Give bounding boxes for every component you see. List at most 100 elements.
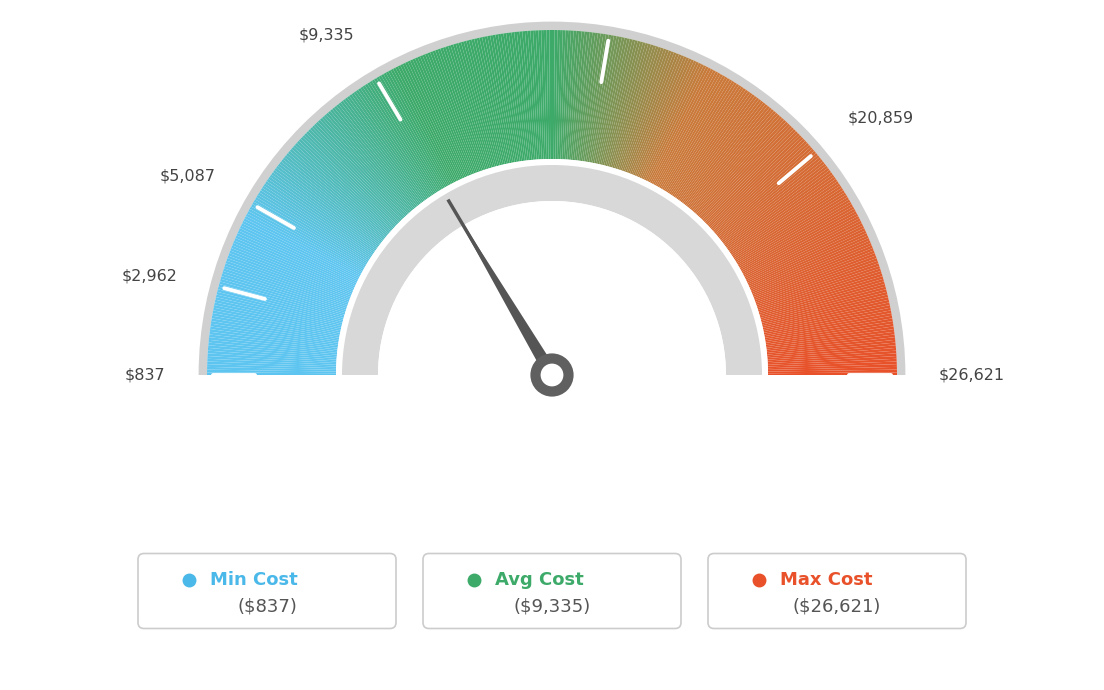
Wedge shape xyxy=(342,165,762,375)
Text: ($26,621): ($26,621) xyxy=(793,597,881,615)
Text: $20,859: $20,859 xyxy=(848,110,914,125)
Wedge shape xyxy=(216,295,342,326)
Wedge shape xyxy=(216,292,342,324)
Wedge shape xyxy=(757,266,880,308)
Wedge shape xyxy=(687,106,769,208)
Wedge shape xyxy=(212,316,339,339)
Wedge shape xyxy=(285,155,385,239)
Wedge shape xyxy=(209,337,338,353)
Wedge shape xyxy=(222,273,346,313)
Wedge shape xyxy=(208,348,337,359)
Wedge shape xyxy=(702,127,794,221)
Wedge shape xyxy=(726,172,832,249)
Wedge shape xyxy=(591,36,617,163)
Wedge shape xyxy=(268,177,375,252)
Wedge shape xyxy=(593,36,619,163)
Wedge shape xyxy=(389,70,450,185)
Wedge shape xyxy=(238,228,357,284)
Wedge shape xyxy=(256,195,368,264)
Wedge shape xyxy=(215,299,341,330)
Wedge shape xyxy=(683,101,764,204)
Wedge shape xyxy=(644,63,701,180)
Wedge shape xyxy=(464,41,498,166)
Wedge shape xyxy=(232,243,352,294)
Wedge shape xyxy=(314,124,404,219)
Wedge shape xyxy=(558,30,563,159)
Wedge shape xyxy=(755,255,877,302)
Wedge shape xyxy=(654,70,715,185)
Wedge shape xyxy=(639,59,694,178)
Wedge shape xyxy=(767,353,896,363)
Wedge shape xyxy=(765,324,893,344)
Wedge shape xyxy=(267,179,374,254)
Wedge shape xyxy=(225,261,348,305)
Bar xyxy=(72,375,1032,690)
Wedge shape xyxy=(679,96,757,201)
Wedge shape xyxy=(677,92,753,199)
Wedge shape xyxy=(295,143,392,231)
Wedge shape xyxy=(503,33,523,161)
Wedge shape xyxy=(763,299,889,330)
Wedge shape xyxy=(372,79,440,191)
Wedge shape xyxy=(259,190,370,261)
Wedge shape xyxy=(662,78,730,190)
Wedge shape xyxy=(767,351,896,362)
Wedge shape xyxy=(370,81,439,192)
Wedge shape xyxy=(395,66,456,183)
Polygon shape xyxy=(448,199,558,378)
Wedge shape xyxy=(603,39,635,166)
Wedge shape xyxy=(466,40,500,166)
Wedge shape xyxy=(565,30,576,159)
Wedge shape xyxy=(330,109,414,210)
Wedge shape xyxy=(208,345,337,358)
Wedge shape xyxy=(326,112,412,212)
Wedge shape xyxy=(209,335,338,351)
Wedge shape xyxy=(762,292,888,324)
Wedge shape xyxy=(306,131,400,224)
Wedge shape xyxy=(750,235,869,289)
Wedge shape xyxy=(627,51,673,173)
Wedge shape xyxy=(749,230,867,286)
Wedge shape xyxy=(648,66,709,183)
Wedge shape xyxy=(283,157,384,240)
Wedge shape xyxy=(255,197,367,265)
Wedge shape xyxy=(210,329,338,348)
Wedge shape xyxy=(511,32,529,161)
Wedge shape xyxy=(655,71,719,186)
Wedge shape xyxy=(236,233,355,288)
Wedge shape xyxy=(213,310,340,336)
Wedge shape xyxy=(210,332,338,350)
Wedge shape xyxy=(752,243,872,294)
Wedge shape xyxy=(681,99,762,204)
Wedge shape xyxy=(337,104,418,206)
Wedge shape xyxy=(719,155,819,239)
Wedge shape xyxy=(385,71,449,186)
Wedge shape xyxy=(744,218,861,279)
Wedge shape xyxy=(659,75,725,188)
Wedge shape xyxy=(596,37,625,164)
Wedge shape xyxy=(698,120,786,217)
Wedge shape xyxy=(431,51,477,173)
Wedge shape xyxy=(559,30,565,159)
Wedge shape xyxy=(617,46,659,170)
Wedge shape xyxy=(746,224,863,282)
Wedge shape xyxy=(318,120,406,217)
Circle shape xyxy=(541,364,563,386)
Wedge shape xyxy=(312,126,403,220)
Wedge shape xyxy=(208,370,336,373)
Wedge shape xyxy=(435,50,480,172)
Wedge shape xyxy=(490,35,514,163)
Wedge shape xyxy=(567,31,580,159)
Wedge shape xyxy=(217,289,342,323)
Wedge shape xyxy=(351,92,427,199)
Wedge shape xyxy=(353,91,429,198)
Text: $26,621: $26,621 xyxy=(940,368,1005,382)
Wedge shape xyxy=(410,59,465,178)
Wedge shape xyxy=(575,32,593,161)
Wedge shape xyxy=(208,364,336,370)
Wedge shape xyxy=(229,253,350,300)
Wedge shape xyxy=(713,145,810,232)
Wedge shape xyxy=(555,30,560,159)
Wedge shape xyxy=(613,43,651,168)
Wedge shape xyxy=(265,181,373,255)
